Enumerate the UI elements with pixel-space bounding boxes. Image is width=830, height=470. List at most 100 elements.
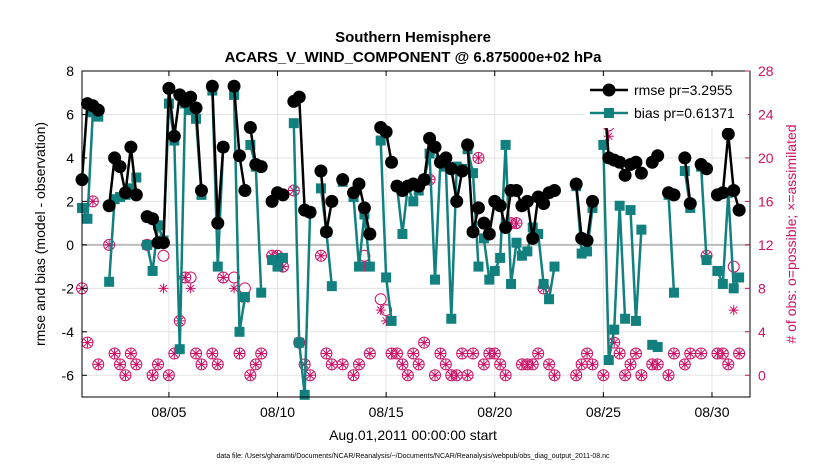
y-tick-label--2: -2 <box>62 280 75 296</box>
obs-possible-marker <box>103 238 116 251</box>
obs-assimilated-marker <box>598 370 609 381</box>
obs-assimilated-marker <box>163 370 174 381</box>
bias-marker <box>717 278 728 289</box>
bias-marker <box>288 118 299 129</box>
rmse-marker <box>184 90 198 104</box>
obs-possible-marker <box>396 358 409 371</box>
obs-possible-marker <box>597 369 610 382</box>
bias-marker <box>234 326 245 337</box>
obs-assimilated-marker <box>489 348 500 359</box>
obs-possible-marker <box>249 358 262 371</box>
bias-marker <box>549 261 560 272</box>
obs-assimilated-marker <box>717 348 728 359</box>
obs-assimilated-marker <box>533 348 544 359</box>
bias-marker <box>478 233 489 244</box>
obs-possible-marker <box>488 347 501 360</box>
bias-marker <box>500 139 511 150</box>
rmse-marker <box>238 184 252 198</box>
bias-marker <box>430 274 441 285</box>
rmse-marker <box>732 203 746 217</box>
yr-tick-label-20: 20 <box>758 150 774 166</box>
bias-marker <box>299 389 310 400</box>
bias-marker <box>397 229 408 239</box>
bias-marker <box>544 294 555 305</box>
obs-assimilated-marker <box>397 359 408 370</box>
obs-assimilated-marker <box>734 348 745 359</box>
obs-possible-marker <box>662 369 675 382</box>
obs-possible-marker <box>190 347 203 360</box>
rmse-marker <box>336 173 350 187</box>
rmse-marker <box>428 140 442 154</box>
bias-marker <box>516 250 527 261</box>
x-tick-label-08/25: 08/25 <box>586 404 621 420</box>
bias-marker <box>386 315 397 326</box>
bias-marker <box>408 196 419 207</box>
bias-marker <box>576 248 587 259</box>
bias-marker <box>668 287 679 298</box>
rmse-marker <box>526 231 540 245</box>
rmse-marker <box>721 127 735 141</box>
yr-tick-label-16: 16 <box>758 193 774 209</box>
obs-possible-marker <box>407 347 420 360</box>
bias-marker <box>446 313 457 324</box>
bias-line-segment <box>699 166 708 261</box>
bias-marker <box>728 283 739 294</box>
obs-assimilated-marker <box>272 250 283 261</box>
legend-rmse-label: rmse pr=3.2955 <box>634 82 733 98</box>
obs-possible-marker <box>114 358 127 371</box>
yr-tick-label-0: 0 <box>758 367 766 383</box>
rmse-marker <box>450 194 464 208</box>
obs-assimilated-marker <box>305 370 316 381</box>
rmse-marker <box>493 199 507 213</box>
rmse-marker <box>417 173 431 187</box>
bias-marker <box>734 272 745 283</box>
rmse-marker <box>520 194 534 208</box>
obs-possible-marker <box>162 369 175 382</box>
obs-assimilated-marker <box>115 359 126 370</box>
bias-line-segment <box>352 196 372 267</box>
obs-assimilated-marker <box>93 359 104 370</box>
yr-tick-label-4: 4 <box>758 324 766 340</box>
obs-assimilated-marker <box>511 218 522 229</box>
bias-marker <box>712 265 723 276</box>
obs-possible-marker <box>678 358 691 371</box>
obs-assimilated-marker <box>495 359 506 370</box>
obs-assimilated-marker <box>614 348 625 359</box>
rmse-marker <box>439 151 453 165</box>
rmse-marker <box>243 121 257 135</box>
obs-assimilated-marker <box>229 283 240 294</box>
obs-assimilated-marker <box>679 359 690 370</box>
obs-possible-marker <box>320 347 333 360</box>
obs-assimilated-marker <box>500 370 511 381</box>
bias-marker <box>131 172 142 183</box>
obs-possible-marker <box>130 358 143 371</box>
obs-assimilated-marker <box>625 359 636 370</box>
rmse-marker <box>211 216 225 230</box>
bias-marker <box>277 252 288 263</box>
obs-possible-marker <box>347 369 360 382</box>
obs-assimilated-marker <box>663 370 674 381</box>
obs-assimilated-marker <box>728 305 739 316</box>
bias-marker <box>93 111 104 122</box>
obs-assimilated-marker <box>527 359 538 370</box>
legend-rmse-marker <box>602 83 616 97</box>
obs-assimilated-marker <box>359 261 370 272</box>
obs-assimilated-marker <box>256 348 267 359</box>
obs-assimilated-marker <box>326 359 337 370</box>
bias-marker <box>142 239 153 250</box>
data-file-footer: data file: /Users/gharamti/Documents/NCA… <box>216 453 610 460</box>
rmse-marker <box>385 155 399 169</box>
x-tick-label-08/20: 08/20 <box>477 404 512 420</box>
rmse-marker <box>156 236 170 250</box>
rmse-marker <box>678 151 692 165</box>
y-axis-label: rmse and bias (model - observation) <box>32 122 48 346</box>
bias-marker <box>609 324 620 335</box>
rmse-marker <box>547 184 561 198</box>
obs-possible-marker <box>532 347 545 360</box>
bias-line-segment <box>667 194 676 293</box>
bias-marker <box>630 315 641 326</box>
obs-possible-marker <box>92 358 105 371</box>
obs-possible-marker <box>380 304 393 317</box>
chart-title-line-1: Southern Hemisphere <box>335 29 491 46</box>
obs-assimilated-marker <box>462 370 473 381</box>
